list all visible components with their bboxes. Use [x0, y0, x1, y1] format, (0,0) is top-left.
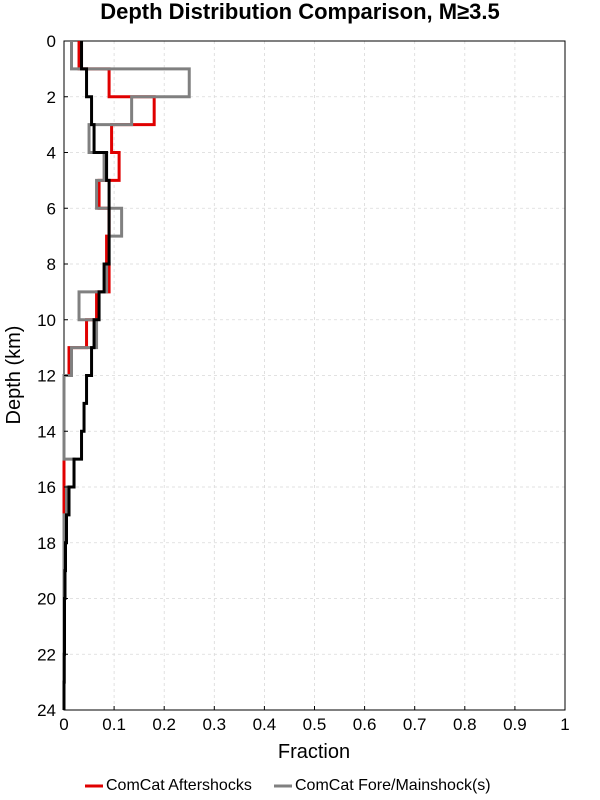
chart-title: Depth Distribution Comparison, M≥3.5 — [100, 0, 500, 24]
y-tick-label: 18 — [37, 534, 56, 553]
y-tick-label: 6 — [47, 199, 56, 218]
y-tick-label: 24 — [37, 701, 56, 720]
x-axis-label: Fraction — [278, 741, 350, 763]
y-tick-label: 2 — [47, 88, 56, 107]
x-tick-label: 0.7 — [403, 715, 427, 734]
y-tick-label: 22 — [37, 645, 56, 664]
y-tick-label: 8 — [47, 255, 56, 274]
y-tick-label: 12 — [37, 367, 56, 386]
y-tick-label: 0 — [47, 32, 56, 51]
x-tick-label: 0 — [59, 715, 68, 734]
x-tick-label: 0.3 — [202, 715, 226, 734]
x-tick-label: 0.4 — [253, 715, 277, 734]
legend: ComCat Aftershocks ComCat Fore/Mainshock(… — [85, 777, 491, 794]
legend-label: ComCat Aftershocks — [106, 777, 252, 794]
x-tick-label: 0.2 — [152, 715, 176, 734]
y-tick-label: 20 — [37, 590, 56, 609]
y-tick-label: 10 — [37, 311, 56, 330]
x-tick-label: 0.5 — [303, 715, 327, 734]
x-tick-label: 0.9 — [503, 715, 527, 734]
series-line-2 — [62, 41, 111, 710]
y-axis-label: Depth (km) — [3, 326, 25, 425]
legend-label: ComCat Fore/Mainshock(s) — [295, 777, 491, 794]
x-tick-label: 0.8 — [453, 715, 477, 734]
series-line-1 — [62, 41, 191, 710]
x-axis-ticks: 0 0.1 0.2 0.3 0.4 0.5 0.6 0.7 0.8 0.9 1 — [59, 706, 570, 734]
y-tick-label: 4 — [47, 144, 56, 163]
x-tick-label: 0.6 — [353, 715, 377, 734]
x-tick-label: 0.1 — [102, 715, 126, 734]
y-tick-label: 16 — [37, 478, 56, 497]
y-tick-label: 14 — [37, 422, 56, 441]
x-tick-label: 1 — [560, 715, 569, 734]
